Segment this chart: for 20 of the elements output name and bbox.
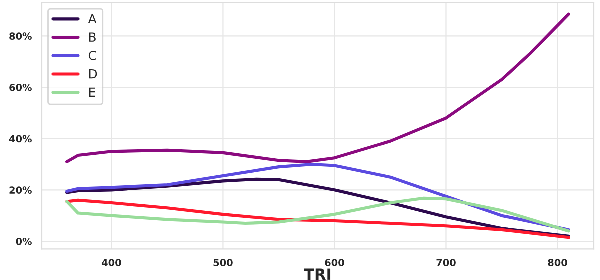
y-tick-label: 40% xyxy=(9,135,32,143)
legend-label: C xyxy=(88,50,96,60)
legend-label: B xyxy=(89,32,96,42)
y-tick-label: 20% xyxy=(10,186,32,194)
x-axis-title: TRI xyxy=(304,268,331,280)
line-series xyxy=(66,196,570,233)
line-series xyxy=(66,12,570,164)
x-tick-label: 500 xyxy=(214,259,233,266)
y-tick-label: 60% xyxy=(10,84,32,92)
x-tick-label: 700 xyxy=(436,259,456,266)
x-tick-label: 800 xyxy=(548,259,568,266)
x-tick-label: 400 xyxy=(102,259,122,266)
y-tick-label: 80% xyxy=(10,32,32,40)
legend-label: D xyxy=(89,69,98,79)
legend-label: E xyxy=(89,88,96,97)
line-series xyxy=(66,198,570,240)
line-series xyxy=(66,162,570,232)
x-tick-label: 600 xyxy=(325,259,344,266)
legend-label: A xyxy=(88,14,97,24)
y-tick-label: 0% xyxy=(16,238,32,246)
